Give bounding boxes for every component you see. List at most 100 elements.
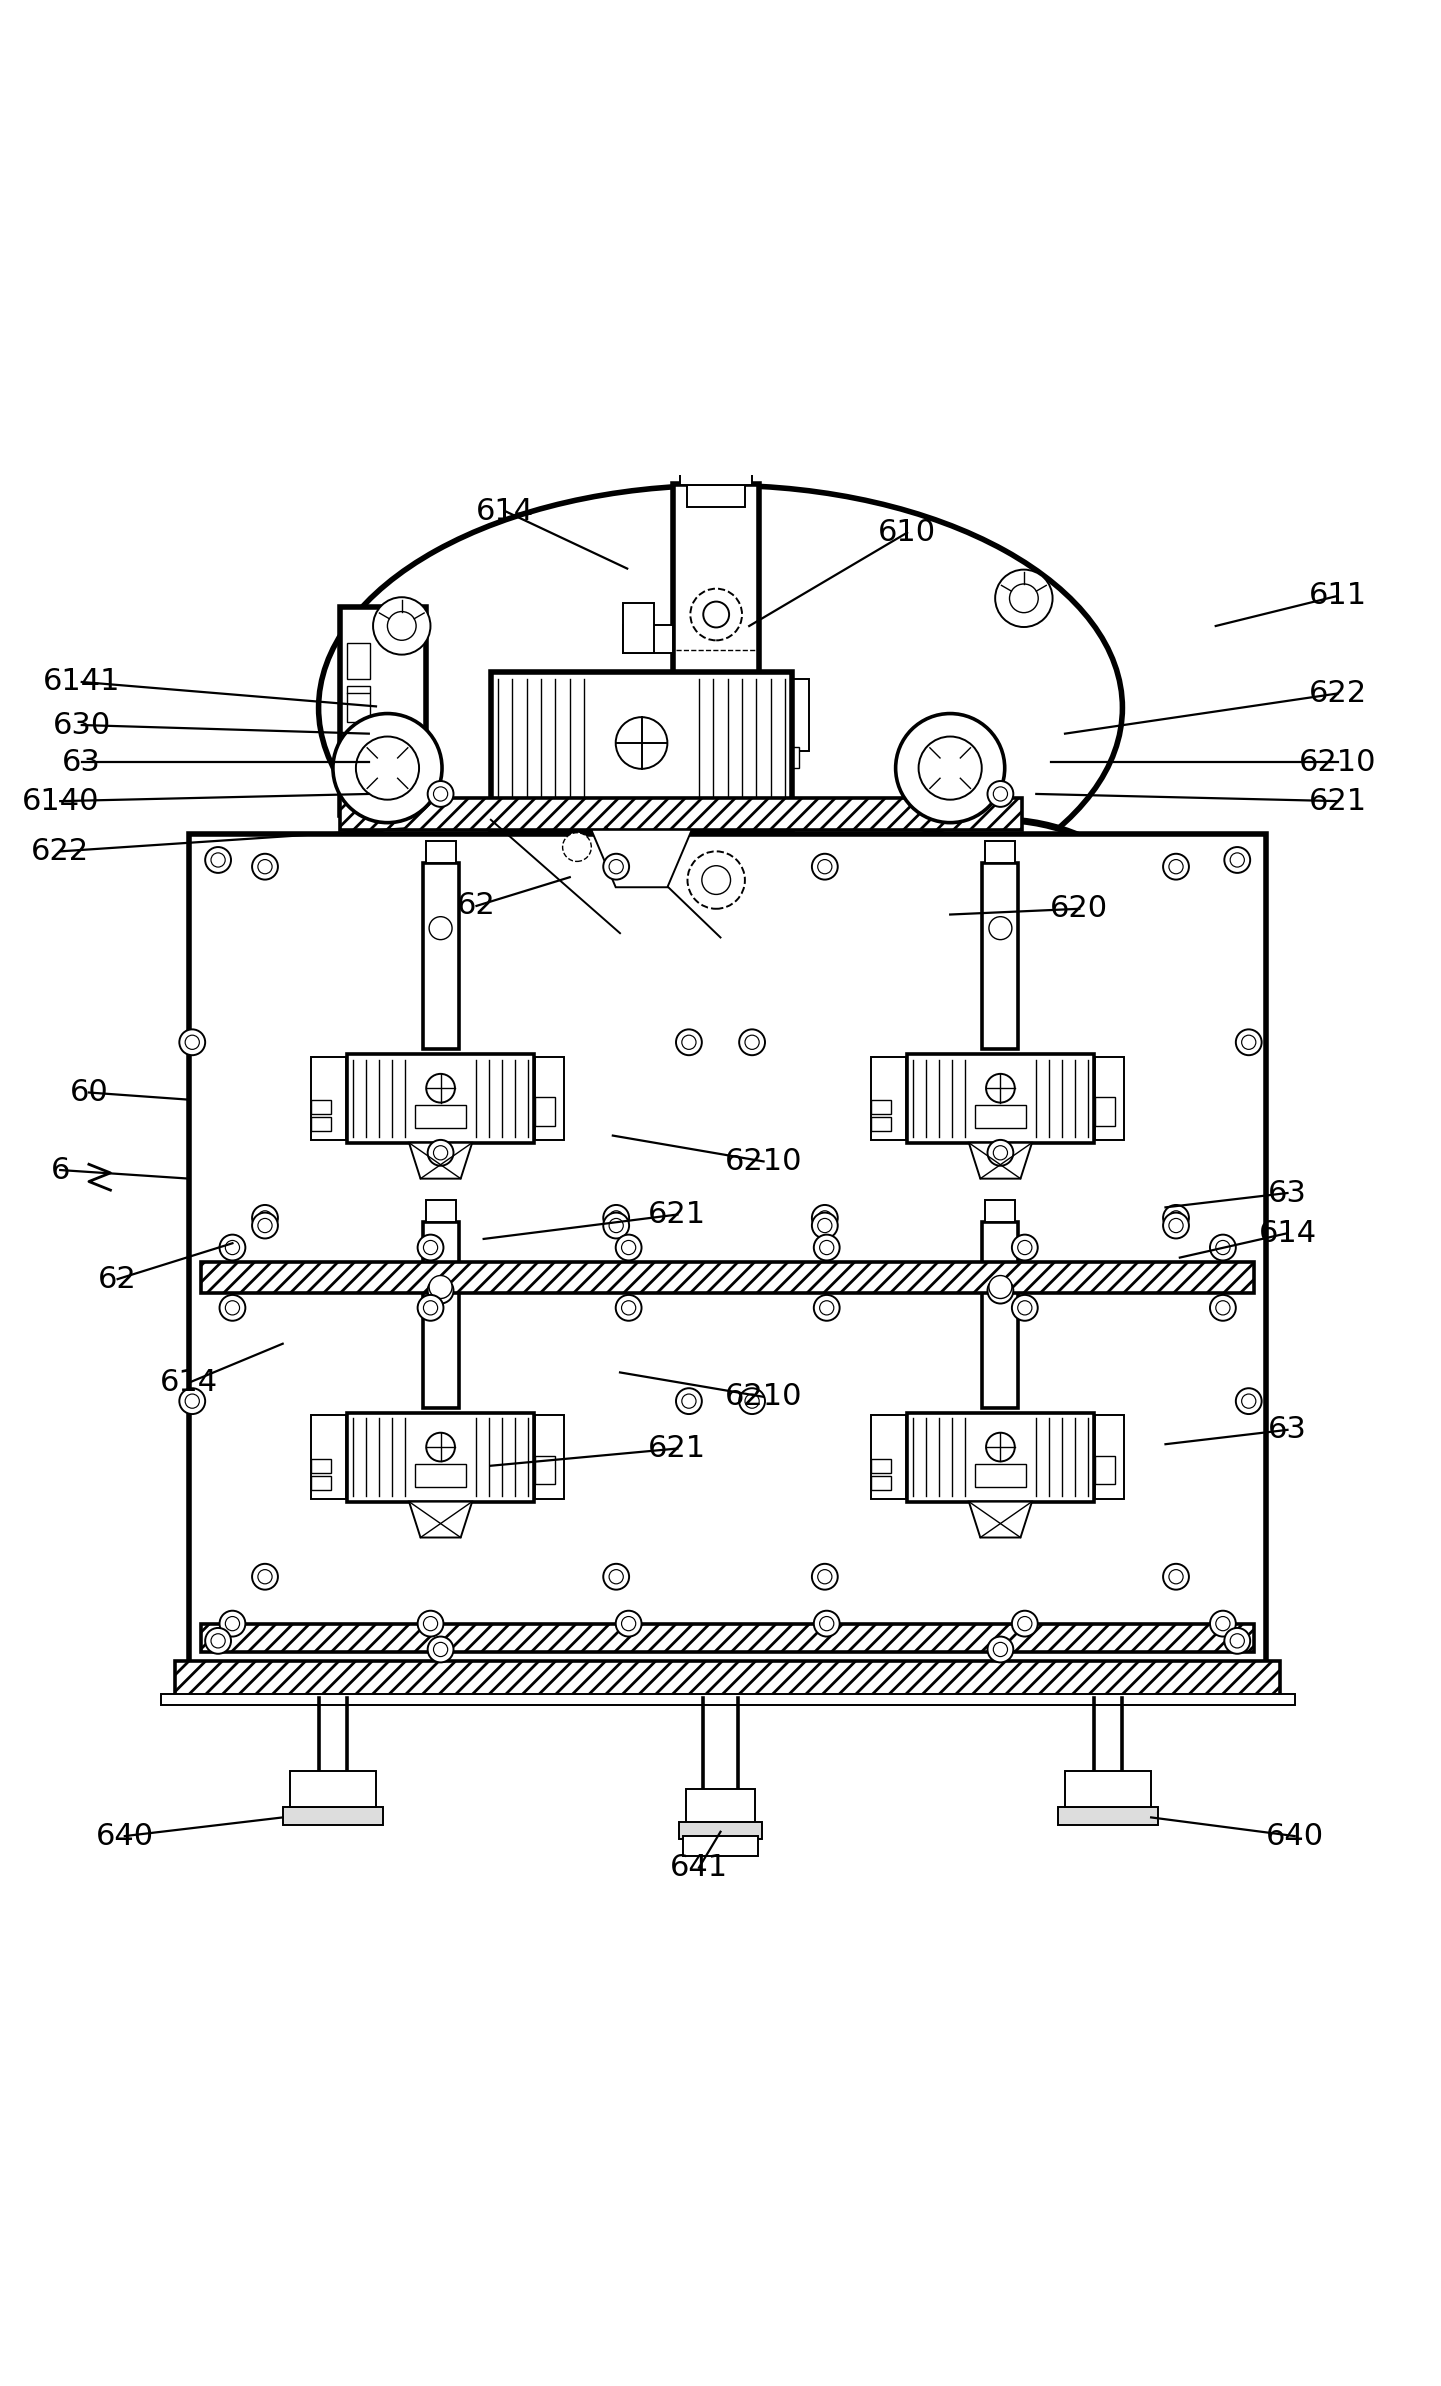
Circle shape [333,713,442,823]
Bar [974,1465,1026,1486]
Circle shape [184,1393,199,1408]
Text: 614: 614 [476,496,535,525]
Text: 640: 640 [1265,1821,1324,1852]
Circle shape [1210,1611,1236,1637]
Bar [983,1222,1019,1408]
Circle shape [814,1296,840,1322]
Circle shape [1169,1219,1183,1234]
Bar [347,687,370,723]
Circle shape [1169,859,1183,873]
Circle shape [987,1277,1013,1303]
Circle shape [1012,1234,1038,1260]
Bar [347,1413,535,1501]
Bar [200,1262,1255,1293]
Circle shape [986,1432,1014,1463]
Text: 614: 614 [1258,1219,1317,1248]
Text: 630: 630 [53,711,111,740]
Bar [679,1823,762,1840]
Circle shape [610,1570,624,1584]
Circle shape [1163,1212,1189,1238]
Bar [683,1837,758,1856]
Bar [623,625,673,654]
Circle shape [428,1141,454,1167]
Bar [623,604,654,654]
Circle shape [388,611,416,639]
Circle shape [703,601,729,628]
Ellipse shape [788,821,1213,1265]
Text: 6141: 6141 [43,668,121,697]
Circle shape [610,1219,624,1234]
Circle shape [1169,1570,1183,1584]
Circle shape [811,1212,837,1238]
Circle shape [615,1611,641,1637]
Text: 6210: 6210 [725,1381,803,1413]
Circle shape [993,787,1007,802]
Circle shape [1210,1234,1236,1260]
Circle shape [252,1212,278,1238]
Bar [189,835,1267,1668]
Circle shape [184,1036,199,1050]
Bar [872,1458,892,1472]
Text: 614: 614 [160,1367,219,1396]
Text: 6140: 6140 [22,787,99,816]
Text: 621: 621 [648,1200,706,1229]
Bar [290,1770,376,1806]
Bar [347,1055,535,1143]
Circle shape [1216,1300,1231,1315]
Circle shape [1169,1210,1183,1224]
Circle shape [1225,1627,1251,1653]
Circle shape [817,1210,831,1224]
Circle shape [424,1300,438,1315]
Circle shape [621,1241,635,1255]
Bar [425,842,455,864]
Bar [872,1477,892,1491]
Text: 62: 62 [457,892,496,921]
Circle shape [373,596,431,654]
Circle shape [604,854,630,880]
Circle shape [1231,1634,1245,1649]
Bar [535,1098,555,1126]
Circle shape [1163,854,1189,880]
Bar [200,1622,1255,1653]
Circle shape [814,1611,840,1637]
Circle shape [428,1637,454,1663]
Circle shape [621,1300,635,1315]
Bar [311,1057,346,1141]
Circle shape [604,1563,630,1589]
Circle shape [817,859,831,873]
Circle shape [258,1570,272,1584]
Circle shape [219,1611,245,1637]
Bar [282,1806,383,1825]
Text: 610: 610 [878,518,937,546]
Circle shape [817,1219,831,1234]
Circle shape [562,833,591,861]
Text: 622: 622 [1308,680,1368,709]
Circle shape [820,1300,834,1315]
Ellipse shape [228,821,653,1265]
Circle shape [418,1296,444,1322]
Bar [340,799,1022,830]
Circle shape [820,1618,834,1630]
Circle shape [434,787,448,802]
Circle shape [676,1389,702,1415]
Circle shape [896,713,1004,823]
Circle shape [1017,1241,1032,1255]
Circle shape [739,1028,765,1055]
Circle shape [745,1036,759,1050]
Bar [627,837,656,873]
Circle shape [987,1637,1013,1663]
Text: 60: 60 [69,1078,108,1107]
Bar [1095,1057,1124,1141]
Circle shape [427,1074,455,1102]
Circle shape [604,1212,630,1238]
Bar [986,1200,1016,1222]
Circle shape [615,1234,641,1260]
Bar [686,1790,755,1825]
Ellipse shape [788,1179,1213,1622]
Circle shape [993,1284,1007,1298]
Circle shape [434,1284,448,1298]
Circle shape [424,1618,438,1630]
Circle shape [1163,1205,1189,1231]
Text: 63: 63 [62,747,101,778]
Bar [771,747,800,768]
